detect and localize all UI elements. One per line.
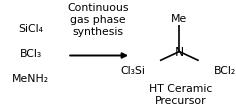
Text: MeNH₂: MeNH₂ bbox=[12, 73, 49, 83]
Text: Cl₃Si: Cl₃Si bbox=[120, 66, 145, 75]
Text: Continuous
gas phase
synthesis: Continuous gas phase synthesis bbox=[67, 3, 129, 37]
Text: Me: Me bbox=[171, 14, 187, 24]
Text: BCl₂: BCl₂ bbox=[214, 66, 236, 75]
Text: HT Ceramic
Precursor: HT Ceramic Precursor bbox=[149, 83, 212, 105]
Text: BCl₃: BCl₃ bbox=[20, 49, 42, 59]
Text: N: N bbox=[175, 46, 184, 59]
Text: SiCl₄: SiCl₄ bbox=[18, 24, 43, 34]
